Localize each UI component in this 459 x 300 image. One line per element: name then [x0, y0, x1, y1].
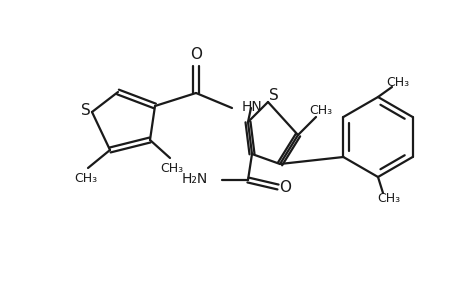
Text: O: O: [279, 179, 291, 194]
Text: HN: HN: [241, 100, 262, 114]
Text: CH₃: CH₃: [386, 76, 409, 88]
Text: CH₃: CH₃: [160, 161, 183, 175]
Text: CH₃: CH₃: [74, 172, 97, 184]
Text: CH₃: CH₃: [309, 103, 332, 116]
Text: CH₃: CH₃: [377, 191, 400, 205]
Text: H₂N: H₂N: [181, 172, 207, 186]
Text: O: O: [190, 46, 202, 62]
Text: S: S: [269, 88, 278, 103]
Text: S: S: [81, 103, 91, 118]
